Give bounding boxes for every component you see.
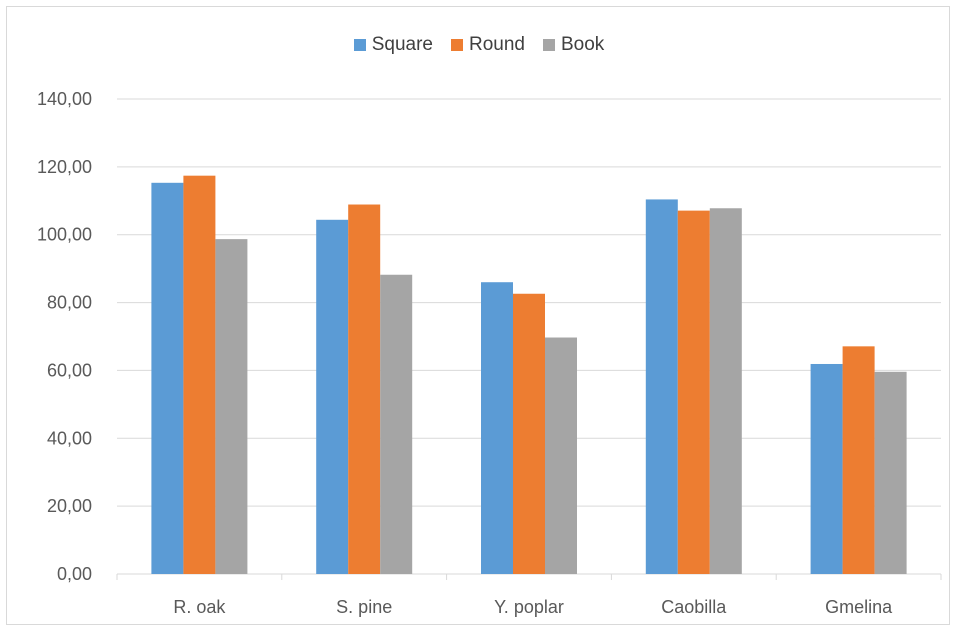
y-tick-label: 120,00 <box>37 157 92 177</box>
bar-book <box>709 208 742 574</box>
bar-square <box>316 219 349 575</box>
y-tick-label: 40,00 <box>47 428 92 448</box>
chart-legend: Square Round Book <box>0 34 958 56</box>
y-tick-label: 60,00 <box>47 360 92 380</box>
legend-label-square: Square <box>371 34 433 55</box>
bar-round <box>513 293 545 574</box>
x-tick-label: R. oak <box>173 597 226 617</box>
y-tick-label: 20,00 <box>47 496 92 516</box>
legend-label-round: Round <box>468 34 525 55</box>
x-tick-label: Caobilla <box>661 597 727 617</box>
legend-item-round: Round <box>450 34 525 56</box>
y-tick-label: 0,00 <box>57 564 92 584</box>
bar-round <box>348 204 381 574</box>
bar-square <box>645 199 678 574</box>
x-tick-label: S. pine <box>336 597 392 617</box>
bar-square <box>151 182 184 574</box>
bar-book <box>545 337 577 574</box>
bar-book <box>215 239 248 574</box>
bar-round <box>842 346 875 574</box>
legend-swatch-book <box>542 39 555 51</box>
legend-item-book: Book <box>542 34 605 56</box>
y-tick-label: 100,00 <box>37 225 92 245</box>
bar-round <box>677 210 710 574</box>
x-tick-label: Y. poplar <box>494 597 564 617</box>
y-tick-label: 140,00 <box>37 89 92 109</box>
bar-square <box>481 282 513 574</box>
bar-square <box>810 363 843 574</box>
y-tick-label: 80,00 <box>47 293 92 313</box>
bar-book <box>874 371 907 574</box>
bar-round <box>183 175 216 574</box>
legend-label-book: Book <box>560 34 605 55</box>
x-tick-label: Gmelina <box>825 597 893 617</box>
legend-swatch-square <box>353 39 366 51</box>
legend-swatch-round <box>450 39 463 51</box>
legend-item-square: Square <box>353 34 433 56</box>
bar-book <box>380 274 413 574</box>
